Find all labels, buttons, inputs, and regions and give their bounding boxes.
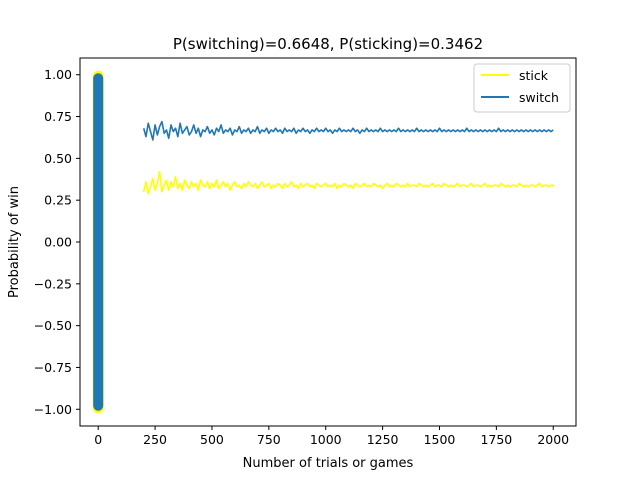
series-line-switch: [142, 120, 554, 141]
y-tick-label: 0.50: [44, 151, 72, 166]
y-tick-label: 0.25: [44, 193, 72, 208]
x-axis-label: Number of trials or games: [243, 456, 414, 471]
legend-stick-label: stick: [519, 68, 549, 83]
legend: stick switch: [473, 63, 571, 113]
x-tick-label: 1250: [367, 432, 399, 447]
y-tick-label: −0.25: [34, 276, 72, 291]
legend-switch-label: switch: [519, 90, 559, 105]
x-tick-label: 250: [143, 432, 167, 447]
scatter-column: [92, 70, 104, 414]
plot-area: [80, 58, 576, 426]
x-tick-label: 0: [94, 432, 102, 447]
x-tick-label: 500: [200, 432, 224, 447]
x-axis: 0 250 500 750 1000 1250 1500 1750 2000: [94, 426, 569, 447]
series-line-stick: [142, 170, 555, 195]
chart-title: P(switching)=0.6648, P(sticking)=0.3462: [173, 35, 483, 53]
y-tick-label: −1.00: [34, 402, 72, 417]
y-tick-label: 0.75: [44, 109, 72, 124]
y-tick-label: −0.50: [34, 318, 72, 333]
y-tick-label: 0.00: [44, 235, 72, 250]
x-tick-label: 1500: [424, 432, 456, 447]
x-tick-label: 750: [257, 432, 281, 447]
y-axis-label: Probability of win: [7, 186, 22, 298]
x-tick-label: 2000: [537, 432, 569, 447]
scatter-column-points: [93, 73, 104, 411]
y-tick-label: 1.00: [44, 67, 72, 82]
series-layer: [142, 120, 555, 195]
y-tick-label: −0.75: [34, 360, 72, 375]
x-tick-label: 1000: [310, 432, 342, 447]
x-tick-label: 1750: [480, 432, 512, 447]
y-axis: −1.00 −0.75 −0.50 −0.25 0.00 0.25 0.50 0.75 1.00: [34, 67, 80, 417]
